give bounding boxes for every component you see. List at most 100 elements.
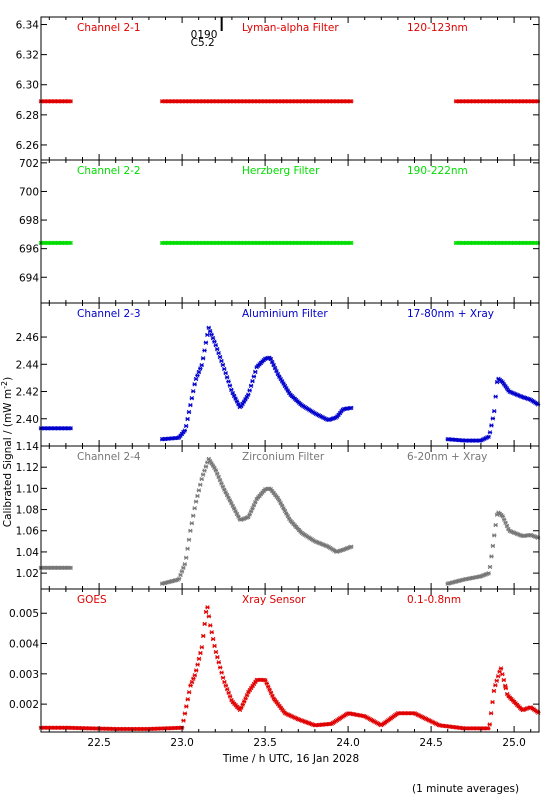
panel-channel-2-4: 1.02 1.04 1.06 1.08 1.10 1.12 1.14 Channel 2-4 Z… xyxy=(16,441,541,590)
panel-channel-2-4-point xyxy=(183,555,189,560)
panel-channel-2-4-point xyxy=(219,481,224,486)
panel-channel-2-3-point xyxy=(486,434,491,439)
panel-goes-point xyxy=(225,687,230,692)
panel-channel-2-2-point xyxy=(349,240,354,246)
panel-channel-2-4-point xyxy=(489,554,494,559)
panel-goes-point xyxy=(237,707,243,713)
panel-goes-filter: Xray Sensor xyxy=(242,594,306,606)
panel-channel-2-1-band: 120-123nm xyxy=(407,22,468,34)
panel-channel-2-4-point xyxy=(215,471,220,476)
panel-channel-2-3-point xyxy=(234,399,240,404)
panel-channel-2-4-point xyxy=(500,514,505,519)
panel-channel-2-2-filter: Herzberg Filter xyxy=(242,165,320,177)
panel-channel-2-4-point xyxy=(179,569,185,574)
panel-goes-point xyxy=(196,656,202,661)
panel-channel-2-4-point xyxy=(195,493,200,499)
panel-goes-point xyxy=(495,674,501,679)
panel-channel-2-3-point xyxy=(487,430,493,435)
panel-channel-2-2-point xyxy=(68,240,73,246)
panel-channel-2-3-point xyxy=(493,394,498,399)
panel-channel-2-4-point xyxy=(217,478,223,483)
panel-channel-2-3-point xyxy=(248,383,254,388)
panel-channel-2-3-point xyxy=(284,386,289,391)
panel-goes-point xyxy=(203,609,209,615)
y-tick-label: 0.005 xyxy=(9,608,39,620)
panel-goes-point xyxy=(217,665,223,670)
panel-channel-2-2-points xyxy=(38,240,541,246)
panel-channel-2-3-point xyxy=(186,409,192,415)
panel-goes-point xyxy=(212,643,217,649)
x-tick-label: 24.0 xyxy=(336,737,359,749)
panel-channel-2-3-point xyxy=(189,396,195,401)
panel-channel-2-3-point xyxy=(199,362,204,368)
panel-goes-point xyxy=(219,670,224,675)
panel-channel-2-4-point xyxy=(203,464,209,469)
panel-channel-2-4-filter: Zirconium Filter xyxy=(242,451,325,463)
panel-goes-frame xyxy=(40,588,540,733)
panel-channel-2-3-name: Channel 2-3 xyxy=(77,308,141,320)
panel-channel-2-3-point xyxy=(243,397,248,402)
panel-goes-point xyxy=(244,693,250,698)
y-tick-label: 6.32 xyxy=(16,50,39,62)
panel-channel-2-1-filter: Lyman-alpha Filter xyxy=(242,22,339,34)
panel-channel-2-4-point xyxy=(503,520,508,525)
panel-channel-2-3-point xyxy=(200,356,206,361)
panel-channel-2-3-point xyxy=(213,343,218,348)
y-tick-label: 702 xyxy=(19,158,39,170)
y-tick-label: 1.02 xyxy=(16,568,39,580)
panel-channel-2-3-point xyxy=(268,356,274,362)
panel-channel-2-4-band: 6-20nm + Xray xyxy=(407,451,487,463)
panel-channel-2-4-point xyxy=(275,496,281,501)
y-tick-label: 0.004 xyxy=(9,639,39,651)
panel-channel-2-4-point xyxy=(188,528,193,533)
panel-channel-2-1-points xyxy=(38,99,541,104)
panel-goes-point xyxy=(186,690,192,695)
panel-goes-point xyxy=(490,699,495,705)
x-tick-label: 22.5 xyxy=(87,737,110,749)
panel-channel-2-3-point xyxy=(198,366,203,371)
panel-channel-2-3-point xyxy=(244,394,250,400)
panel-goes-point xyxy=(192,673,197,678)
panel-channel-2-3-point xyxy=(182,428,187,433)
panel-channel-2-3-frame xyxy=(40,302,540,447)
panel-channel-2-3-point xyxy=(219,358,224,364)
panel-channel-2-4-point xyxy=(223,490,228,495)
panel-channel-2-3-point xyxy=(489,423,494,428)
y-tick-label: 1.06 xyxy=(16,526,40,538)
panel-channel-2-4-point xyxy=(279,503,285,508)
panel-goes-point xyxy=(243,696,248,701)
y-tick-label: 0.003 xyxy=(9,669,39,681)
panel-channel-2-3: 2.40 2.42 2.44 2.46 Channel 2-3 Aluminium Fil… xyxy=(16,302,541,447)
x-tick-label: 25.0 xyxy=(502,737,525,749)
y-tick-label: 1.04 xyxy=(16,547,40,559)
panel-channel-2-3-band: 17-80nm + Xray xyxy=(407,308,494,320)
panel-goes-point xyxy=(189,679,195,685)
panel-channel-2-2-band: 190-222nm xyxy=(407,165,468,177)
panel-channel-2-4-point xyxy=(253,500,258,505)
panel-goes-point xyxy=(201,633,206,639)
panel-goes-point xyxy=(263,678,268,683)
panel-goes-point xyxy=(213,649,219,655)
panel-channel-2-2-frame xyxy=(40,159,540,304)
panel-channel-2-3-point xyxy=(274,368,279,374)
panel-goes-point xyxy=(208,623,213,628)
panel-channel-2-3-point xyxy=(220,362,226,368)
panel-goes-point xyxy=(188,683,193,688)
panel-channel-2-3-point xyxy=(183,423,189,429)
panel-channel-2-4-point xyxy=(186,537,192,542)
panel-channel-2-1-frame xyxy=(40,16,540,161)
y-tick-label: 700 xyxy=(19,186,39,198)
flare-marker-id: 0190 xyxy=(191,29,218,41)
panel-channel-2-4-point xyxy=(278,501,283,506)
panel-channel-2-3-point xyxy=(226,379,231,384)
panel-channel-2-4-point xyxy=(349,544,354,549)
panel-channel-2-4-point xyxy=(282,508,288,514)
panel-channel-2-4-point xyxy=(68,565,73,570)
panel-goes-point xyxy=(241,699,247,704)
panel-channel-2-3-point xyxy=(240,401,245,407)
panel-goes-point xyxy=(223,683,229,688)
panel-channel-2-4-point xyxy=(504,523,510,529)
panel-channel-2-4-point xyxy=(490,543,496,549)
panel-channel-2-3-points xyxy=(38,325,541,443)
